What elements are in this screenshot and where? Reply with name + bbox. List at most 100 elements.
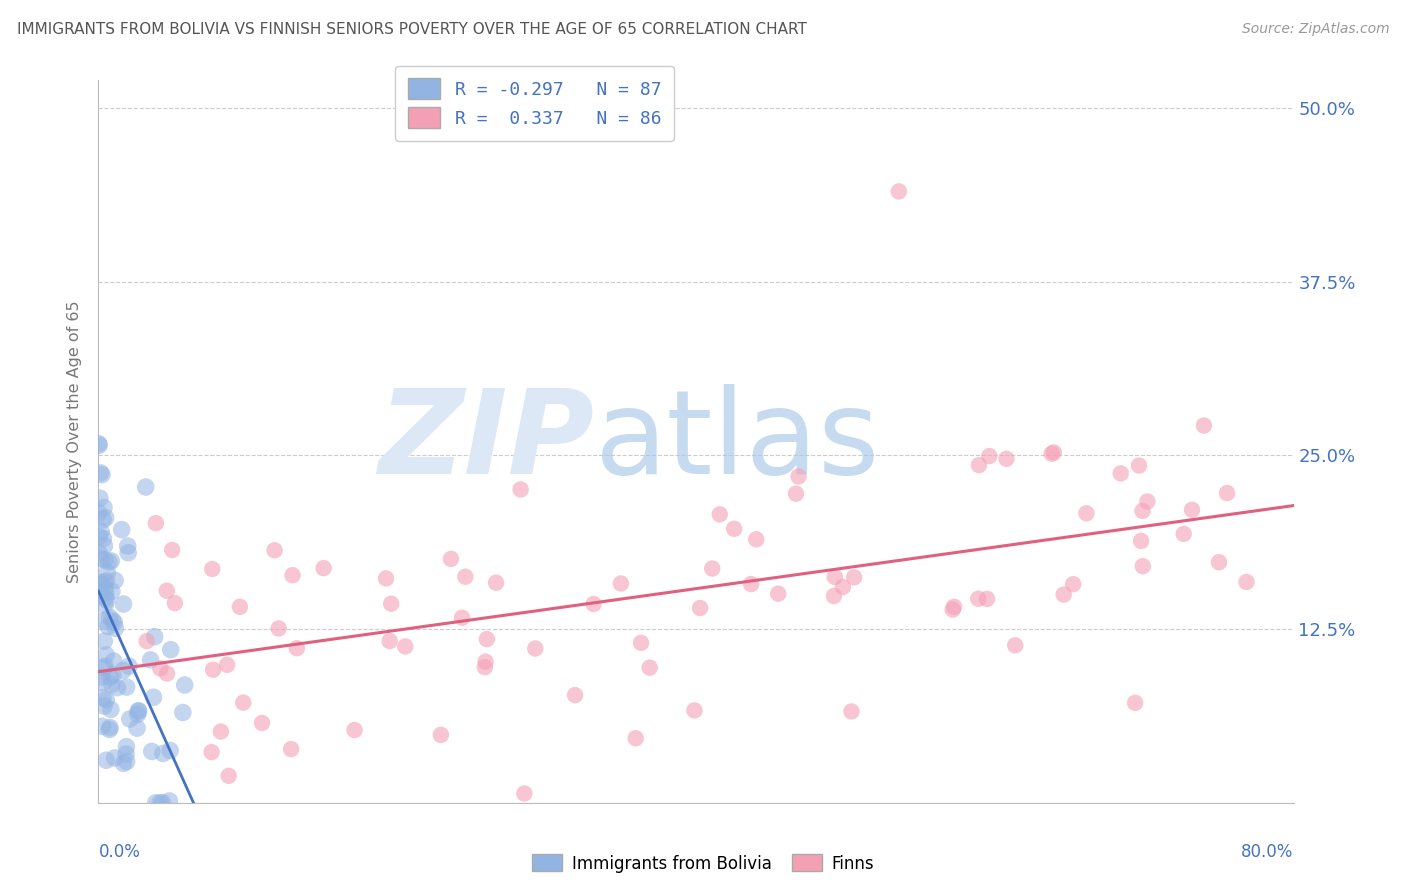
Point [1136, 494, 1159, 508]
Point [103, 654, 125, 668]
Point [1076, 506, 1098, 520]
Point [152, 747, 174, 761]
Point [93, 539, 115, 553]
Point [90, 524, 112, 539]
Point [89, 530, 111, 544]
Point [135, 480, 157, 494]
Point [94, 585, 117, 599]
Point [394, 640, 416, 654]
Point [610, 576, 633, 591]
Point [200, 745, 222, 759]
Point [1216, 486, 1239, 500]
Point [624, 731, 647, 746]
Point [89, 546, 111, 560]
Point [94, 510, 117, 524]
Point [1192, 418, 1215, 433]
Point [135, 634, 157, 648]
Point [111, 523, 134, 537]
Point [280, 742, 302, 756]
Point [103, 615, 125, 630]
Point [128, 704, 150, 718]
Point [709, 508, 731, 522]
Point [173, 678, 195, 692]
Point [824, 570, 846, 584]
Point [787, 469, 810, 483]
Point [117, 546, 139, 560]
Point [93, 661, 115, 675]
Point [976, 591, 998, 606]
Point [117, 539, 139, 553]
Point [1042, 445, 1064, 459]
Point [942, 602, 965, 616]
Point [156, 666, 179, 681]
Point [1132, 559, 1154, 574]
Point [451, 611, 474, 625]
Point [115, 739, 138, 754]
Point [90, 575, 112, 590]
Point [104, 574, 127, 588]
Text: 0.0%: 0.0% [98, 843, 141, 861]
Point [267, 622, 290, 636]
Point [967, 591, 990, 606]
Point [91, 719, 114, 733]
Point [97, 619, 120, 633]
Point [229, 599, 252, 614]
Point [100, 702, 122, 716]
Point [1173, 527, 1195, 541]
Point [149, 796, 172, 810]
Point [112, 597, 135, 611]
Point [1053, 588, 1076, 602]
Point [201, 562, 224, 576]
Legend: R = -0.297   N = 87, R =  0.337   N = 86: R = -0.297 N = 87, R = 0.337 N = 86 [395, 66, 673, 141]
Point [89, 491, 111, 506]
Point [94, 659, 117, 673]
Point [785, 486, 807, 500]
Point [115, 747, 138, 761]
Text: Source: ZipAtlas.com: Source: ZipAtlas.com [1241, 22, 1389, 37]
Point [474, 655, 496, 669]
Point [1208, 555, 1230, 569]
Point [98, 670, 121, 684]
Point [172, 706, 194, 720]
Point [524, 641, 547, 656]
Point [93, 500, 115, 515]
Point [93, 575, 115, 590]
Point [94, 553, 117, 567]
Point [90, 670, 112, 684]
Point [967, 458, 990, 472]
Point [841, 705, 863, 719]
Point [93, 634, 115, 648]
Point [152, 796, 174, 810]
Point [112, 756, 135, 771]
Point [723, 522, 745, 536]
Point [430, 728, 453, 742]
Point [1181, 503, 1204, 517]
Text: IMMIGRANTS FROM BOLIVIA VS FINNISH SENIORS POVERTY OVER THE AGE OF 65 CORRELATIO: IMMIGRANTS FROM BOLIVIA VS FINNISH SENIO… [17, 22, 807, 37]
Point [217, 657, 239, 672]
Point [89, 438, 111, 452]
Point [979, 449, 1001, 463]
Point [127, 704, 149, 718]
Point [87, 506, 110, 520]
Point [689, 601, 711, 615]
Point [100, 554, 122, 568]
Point [156, 583, 179, 598]
Point [89, 466, 111, 480]
Legend: Immigrants from Bolivia, Finns: Immigrants from Bolivia, Finns [524, 847, 882, 880]
Point [101, 614, 124, 628]
Point [91, 467, 114, 482]
Point [485, 575, 508, 590]
Point [93, 582, 115, 596]
Point [118, 659, 141, 673]
Point [143, 630, 166, 644]
Point [582, 597, 605, 611]
Point [1130, 533, 1153, 548]
Point [740, 577, 762, 591]
Point [87, 436, 110, 450]
Point [509, 483, 531, 497]
Point [160, 543, 183, 558]
Point [94, 591, 117, 605]
Point [97, 555, 120, 569]
Point [142, 690, 165, 705]
Point [96, 593, 118, 607]
